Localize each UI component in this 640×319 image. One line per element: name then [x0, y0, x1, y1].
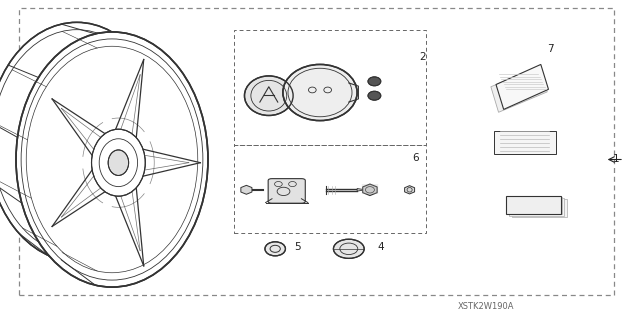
Ellipse shape — [368, 91, 381, 100]
FancyBboxPatch shape — [268, 179, 305, 203]
Text: 4: 4 — [378, 242, 384, 252]
Ellipse shape — [92, 129, 145, 196]
Ellipse shape — [0, 22, 166, 262]
Ellipse shape — [244, 76, 293, 115]
Bar — [507, 197, 562, 214]
Polygon shape — [241, 185, 252, 194]
Bar — [234, 145, 426, 233]
Polygon shape — [114, 60, 144, 142]
Polygon shape — [363, 184, 377, 196]
Ellipse shape — [368, 77, 381, 86]
Text: 7: 7 — [547, 44, 554, 55]
Ellipse shape — [108, 150, 129, 175]
Polygon shape — [404, 186, 415, 194]
Polygon shape — [52, 167, 108, 226]
Text: XSTK2W190A: XSTK2W190A — [458, 302, 515, 311]
Text: 3: 3 — [538, 143, 544, 153]
Ellipse shape — [283, 64, 357, 121]
Ellipse shape — [265, 242, 285, 256]
Polygon shape — [52, 99, 108, 159]
Ellipse shape — [333, 239, 364, 258]
Text: 1: 1 — [612, 154, 619, 165]
Text: 6: 6 — [413, 153, 419, 163]
Polygon shape — [140, 148, 200, 177]
Bar — [512, 199, 567, 217]
Polygon shape — [491, 66, 547, 112]
Polygon shape — [357, 189, 364, 191]
Bar — [234, 30, 426, 145]
Text: 2: 2 — [419, 52, 426, 63]
Text: 5: 5 — [294, 242, 301, 252]
Bar — [506, 196, 561, 214]
Polygon shape — [496, 64, 548, 109]
Ellipse shape — [16, 32, 208, 287]
Polygon shape — [114, 184, 144, 266]
Bar — [509, 198, 564, 216]
FancyBboxPatch shape — [494, 131, 556, 154]
